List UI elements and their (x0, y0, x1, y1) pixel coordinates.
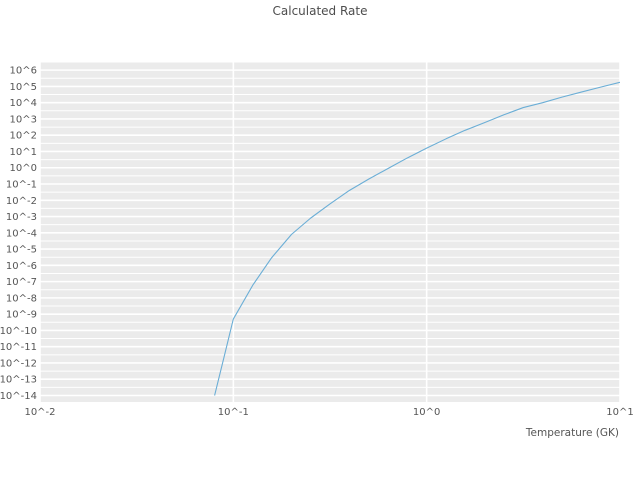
y-tick-label: 10^4 (10, 98, 37, 109)
y-tick-label: 10^3 (10, 114, 37, 125)
chart-title: Calculated Rate (272, 4, 368, 18)
y-tick-label: 10^5 (10, 82, 37, 93)
y-tick-label: 10^-5 (6, 245, 37, 256)
y-tick-label: 10^-4 (6, 228, 37, 239)
y-tick-label: 10^-12 (0, 358, 37, 369)
y-tick-label: 10^-7 (6, 277, 37, 288)
x-tick-label: 10^0 (413, 407, 440, 418)
x-axis-label: Temperature (GK) (525, 427, 619, 439)
y-tick-label: 10^-8 (6, 293, 37, 304)
y-tick-label: 10^-11 (0, 342, 37, 353)
y-tick-label: 10^-2 (6, 196, 37, 207)
plot-background (40, 62, 620, 402)
y-tick-label: 10^6 (10, 66, 37, 77)
y-tick-label: 10^1 (10, 147, 37, 158)
y-tick-label: 10^-6 (6, 261, 37, 272)
x-tick-label: 10^1 (606, 407, 633, 418)
y-tick-label: 10^-1 (6, 180, 37, 191)
y-tick-label: 10^-9 (6, 310, 37, 321)
y-tick-label: 10^-3 (6, 212, 37, 223)
x-tick-label: 10^-2 (24, 407, 55, 418)
y-tick-label: 10^-13 (0, 375, 37, 386)
y-tick-label: 10^-10 (0, 326, 37, 337)
y-tick-label: 10^0 (10, 163, 37, 174)
y-tick-label: 10^2 (10, 131, 37, 142)
x-tick-label: 10^-1 (218, 407, 249, 418)
series-line-calculated-rate (214, 81, 620, 396)
y-tick-label: 10^-14 (0, 391, 37, 402)
